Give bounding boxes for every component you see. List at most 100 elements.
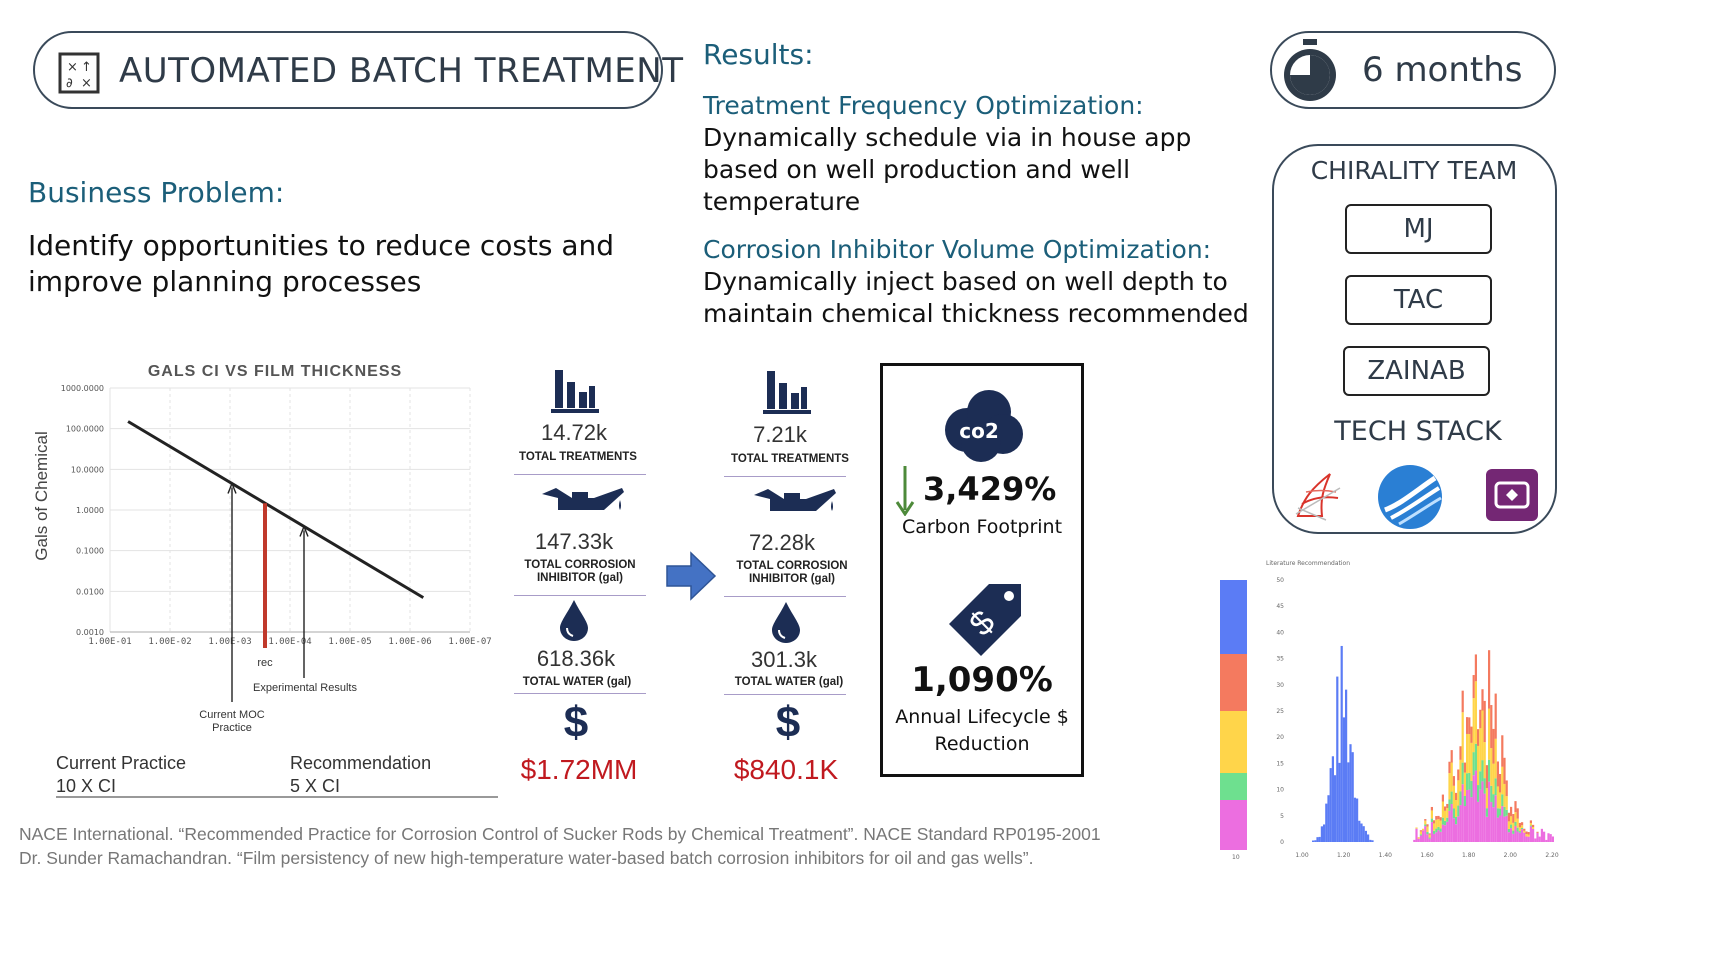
after-cost-value: $840.1K	[733, 754, 839, 785]
hist-bar	[1415, 828, 1418, 842]
hist-bar	[1463, 772, 1466, 796]
hist-bar	[1470, 797, 1473, 842]
after-separator-2	[724, 596, 846, 597]
hist-bar	[1426, 826, 1429, 832]
hist-bar	[1540, 828, 1543, 842]
footer-current-value: 10 X CI	[56, 776, 116, 796]
hist-x-tick: 1.40	[1379, 852, 1393, 859]
hist-bar	[1470, 742, 1473, 781]
down-arrow-icon	[895, 466, 915, 516]
hist-bar	[1450, 762, 1453, 792]
hist-bar	[1499, 815, 1502, 842]
hist-bar	[1463, 762, 1466, 773]
legend-bottom-tick: 10	[1232, 854, 1240, 861]
hist-bar	[1490, 705, 1493, 749]
sql-server-icon	[1295, 473, 1341, 521]
hist-y-tick: 15	[1276, 760, 1284, 767]
hist-bar	[1459, 805, 1462, 842]
duration-pill: 6 months	[1270, 31, 1556, 109]
impact-box: co2 3,429% Carbon Footprint $ 1,090% Ann…	[880, 363, 1084, 777]
hist-bar	[1518, 831, 1521, 833]
oil-can-icon	[754, 489, 836, 511]
hist-bar	[1474, 770, 1477, 842]
hist-bar	[1353, 797, 1356, 842]
hist-bar	[1461, 690, 1464, 713]
team-member-tac: TAC	[1345, 275, 1492, 325]
hist-bar	[1439, 828, 1442, 832]
hist-x-tick: 2.20	[1545, 852, 1559, 859]
hist-bar	[1492, 794, 1495, 808]
hist-bar	[1488, 650, 1491, 709]
hist-bar	[1474, 654, 1477, 682]
before-ci-label-2: INHIBITOR (gal)	[536, 572, 624, 584]
after-water-label: TOTAL WATER (gal)	[734, 676, 844, 688]
hist-bar	[1494, 795, 1497, 842]
hist-bar	[1446, 803, 1449, 809]
hist-bar	[1477, 785, 1480, 802]
co2-cloud-icon: co2	[945, 390, 1023, 462]
hist-bar	[1494, 693, 1497, 739]
hist-bar	[1459, 746, 1462, 760]
hist-bar	[1490, 785, 1493, 802]
hist-y-tick: 40	[1276, 629, 1284, 636]
before-water-value: 618.36k	[536, 646, 616, 671]
hist-bar	[1516, 831, 1519, 842]
hist-bar	[1474, 743, 1477, 771]
hist-bar	[1450, 791, 1453, 805]
hist-bar	[1437, 830, 1440, 842]
hist-bar	[1470, 780, 1473, 798]
hist-bar	[1452, 818, 1455, 842]
hist-bar	[1327, 795, 1330, 842]
hist-bar	[1507, 828, 1510, 833]
hist-y-tick: 20	[1276, 734, 1284, 741]
hist-bar	[1532, 824, 1535, 828]
hist-y-tick: 10	[1276, 787, 1284, 794]
freq-line-1: Dynamically schedule via in house app	[703, 123, 1192, 152]
hist-bar	[1518, 827, 1521, 832]
hist-bar	[1419, 834, 1422, 836]
hist-bar	[1419, 835, 1422, 842]
hist-x-tick: 1.20	[1337, 852, 1351, 859]
hist-bar	[1512, 814, 1515, 823]
hist-bar	[1514, 825, 1517, 842]
hist-bar	[1503, 806, 1506, 817]
hist-bar	[1336, 676, 1339, 842]
hist-bar	[1527, 832, 1530, 835]
legend-bar-5	[1220, 800, 1247, 850]
hist-bar	[1446, 821, 1449, 842]
hist-bar	[1362, 826, 1365, 842]
ci-film-chart: GALS CI VS FILM THICKNESS Gals of Chemic…	[32, 363, 498, 798]
hist-bar	[1472, 775, 1475, 842]
hist-bar	[1459, 759, 1462, 792]
hist-bar	[1435, 816, 1438, 820]
chart-y-tick: 1000.0000	[61, 384, 104, 393]
hist-bar	[1510, 816, 1513, 825]
svg-text:×: ×	[81, 76, 92, 91]
reference-2: Dr. Sunder Ramachandran. “Film persisten…	[19, 848, 1034, 868]
hist-bar	[1347, 762, 1350, 842]
hist-bar	[1338, 762, 1341, 842]
chart-x-tick: 1.00E-02	[148, 637, 191, 647]
hist-bar	[1444, 810, 1447, 821]
hist-bar	[1435, 828, 1438, 833]
hist-bar	[1477, 745, 1480, 786]
hist-bar	[1316, 837, 1319, 842]
hist-bar	[1521, 822, 1524, 826]
hist-bar	[1433, 833, 1436, 842]
bar-chart-icon	[763, 371, 811, 414]
annotation-rec: rec	[257, 657, 273, 669]
hist-bar	[1472, 675, 1475, 699]
hist-bar	[1523, 830, 1526, 833]
hist-bar	[1439, 817, 1442, 821]
hist-bar	[1483, 700, 1486, 743]
hist-bar	[1485, 788, 1488, 809]
hist-bar	[1485, 816, 1488, 842]
hist-bar	[1521, 827, 1524, 830]
ci-heading: Corrosion Inhibitor Volume Optimization:	[703, 235, 1212, 264]
hist-bar	[1466, 773, 1469, 791]
hist-bar	[1529, 826, 1532, 842]
hist-bar	[1547, 833, 1550, 842]
freq-heading: Treatment Frequency Optimization:	[703, 91, 1144, 120]
hist-bar	[1468, 717, 1471, 735]
chart-x-tick: 1.00E-04	[268, 637, 311, 647]
